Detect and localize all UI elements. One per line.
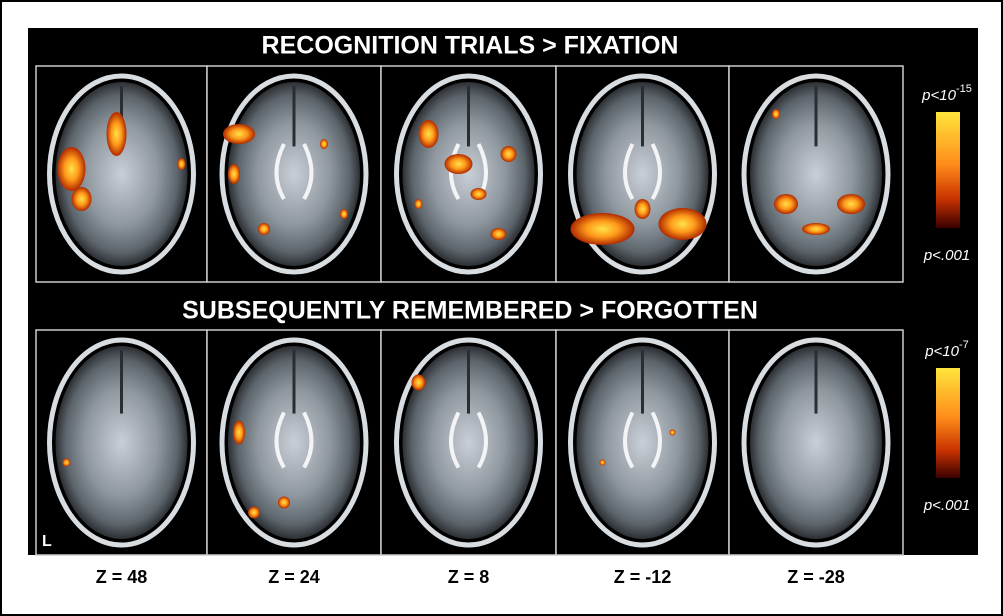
scale-top-base: p<10	[924, 343, 959, 360]
figure: RECOGNITION TRIALS > FIXATIONp<10-15p<.0…	[0, 0, 1003, 616]
activation	[501, 146, 517, 162]
color-bar	[936, 368, 960, 478]
brain-slice	[729, 330, 903, 555]
brain-slice	[381, 330, 556, 555]
activation	[63, 459, 71, 467]
color-bar	[936, 112, 960, 228]
brain-slice	[36, 66, 207, 282]
activation	[233, 421, 245, 445]
slice-label: Z = -12	[614, 567, 672, 587]
activation	[223, 124, 255, 144]
brain-slice	[207, 330, 381, 555]
activation	[419, 120, 439, 148]
activation	[258, 223, 270, 235]
activation	[58, 147, 86, 191]
scale-top-exponent: -7	[959, 339, 969, 351]
activation	[278, 497, 290, 509]
activation	[837, 194, 865, 214]
slice-label: Z = -28	[787, 567, 845, 587]
activation	[635, 199, 651, 219]
orientation-label: L	[42, 533, 52, 550]
slice-label: Z = 8	[448, 567, 490, 587]
brain-slice	[729, 66, 903, 282]
activation	[802, 223, 830, 235]
activation	[445, 154, 473, 174]
activation	[228, 164, 240, 184]
activation	[772, 109, 780, 119]
activation	[72, 187, 92, 211]
slice-label: Z = 48	[96, 567, 148, 587]
slice-label: Z = 24	[268, 567, 320, 587]
activation	[571, 213, 635, 245]
brain-slice	[381, 66, 556, 282]
activation	[248, 507, 260, 519]
activation	[107, 112, 127, 156]
activation	[178, 158, 186, 170]
brain-slice	[207, 66, 381, 282]
activation	[340, 209, 348, 219]
scale-top-base: p<10	[921, 87, 956, 104]
activation	[412, 375, 426, 391]
activation	[659, 208, 707, 240]
activation	[774, 194, 798, 214]
scale-bottom-label: p<.001	[923, 497, 970, 514]
scale-bottom-label: p<.001	[923, 247, 970, 264]
activation	[471, 188, 487, 200]
brain-slice	[556, 66, 729, 282]
scale-top-exponent: -15	[956, 83, 972, 95]
brain-slice	[556, 330, 729, 555]
activation	[600, 460, 606, 466]
activation	[491, 228, 507, 240]
activation	[415, 199, 423, 209]
row-title: RECOGNITION TRIALS > FIXATION	[262, 32, 679, 60]
row-title: SUBSEQUENTLY REMEMBERED > FORGOTTEN	[182, 297, 758, 325]
activation	[670, 430, 676, 436]
activation	[320, 139, 328, 149]
brain-slice	[36, 330, 207, 555]
